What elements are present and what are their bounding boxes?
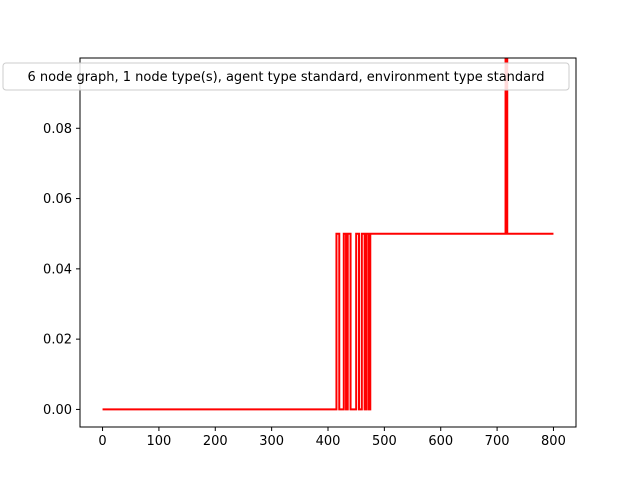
x-tick-label: 700 — [485, 434, 510, 449]
y-tick-label: 0.02 — [43, 333, 72, 348]
x-tick-label: 400 — [316, 434, 341, 449]
y-tick-label: 0.00 — [43, 403, 72, 418]
x-tick-label: 200 — [203, 434, 228, 449]
x-tick-label: 500 — [372, 434, 397, 449]
plot-area — [80, 58, 576, 427]
legend: 6 node graph, 1 node type(s), agent type… — [3, 63, 569, 90]
y-tick-label: 0.04 — [43, 262, 72, 277]
x-tick-label: 800 — [541, 434, 566, 449]
legend-label: 6 node graph, 1 node type(s), agent type… — [27, 70, 544, 85]
y-tick-label: 0.08 — [43, 122, 72, 137]
x-tick-label: 100 — [146, 434, 171, 449]
y-tick-label: 0.06 — [43, 192, 72, 207]
x-tick-label: 0 — [98, 434, 106, 449]
x-tick-label: 600 — [428, 434, 453, 449]
x-tick-label: 300 — [259, 434, 284, 449]
